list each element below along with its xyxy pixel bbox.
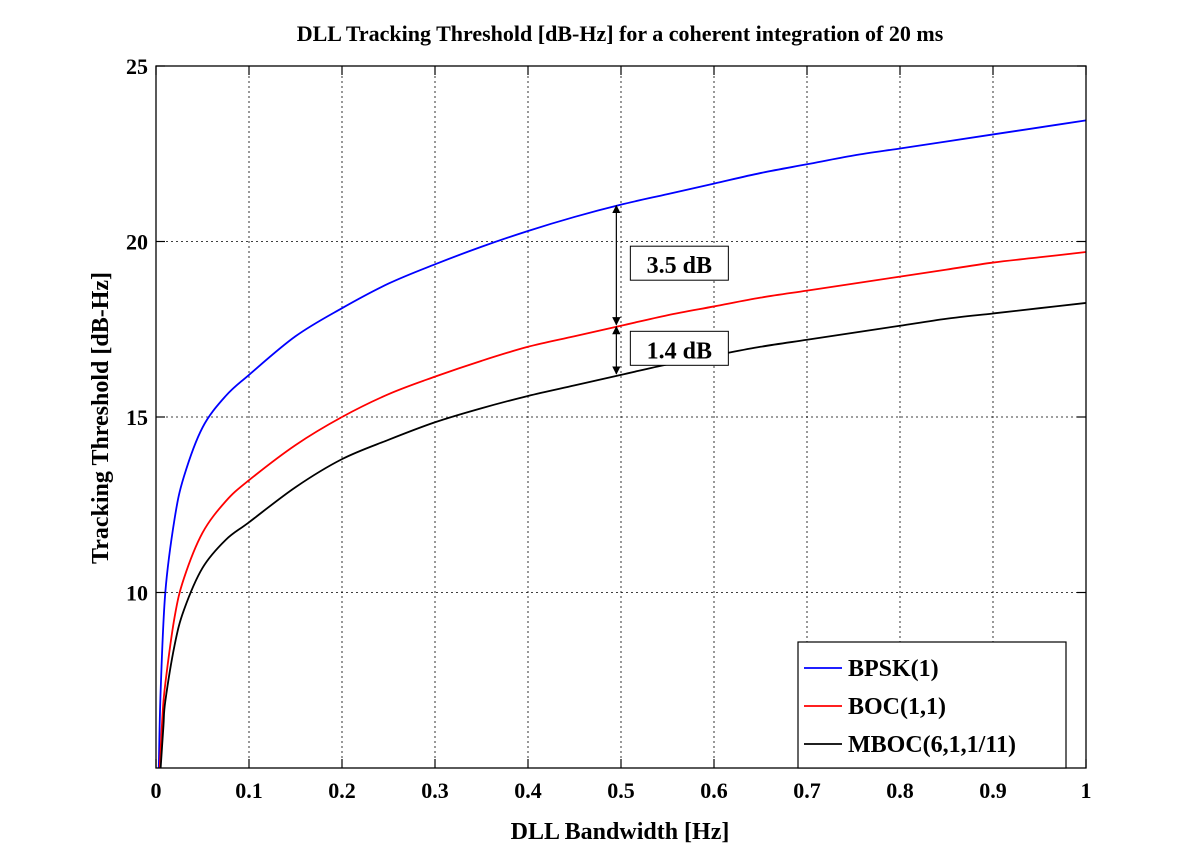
x-tick-label: 0.7 <box>793 778 821 803</box>
legend-label: BOC(1,1) <box>848 694 946 720</box>
series-line-bpsk-1 <box>157 119 1087 769</box>
annotation-label: 1.4 dB <box>647 338 712 364</box>
y-axis-label: Tracking Threshold [dB-Hz] <box>88 272 114 564</box>
legend-label: BPSK(1) <box>848 656 939 682</box>
x-tick-label: 1 <box>1081 778 1092 803</box>
x-axis-label: DLL Bandwidth [Hz] <box>511 819 730 845</box>
annotation-box <box>629 330 729 366</box>
series-line-boc-1-1 <box>158 251 1087 769</box>
x-tick-label: 0.2 <box>328 778 356 803</box>
x-tick-label: 0.9 <box>979 778 1007 803</box>
annotation-label: 3.5 dB <box>647 253 712 279</box>
series-line-mboc-6-1-1-11 <box>159 302 1087 769</box>
x-tick-label: 0 <box>151 778 162 803</box>
legend-label: MBOC(6,1,1/11) <box>848 732 1016 758</box>
x-tick-label: 0.3 <box>421 778 449 803</box>
x-tick-label: 0.4 <box>514 778 542 803</box>
annotation-box <box>629 245 729 281</box>
x-tick-label: 0.8 <box>886 778 914 803</box>
legend: BPSK(1) BOC(1,1) MBOC(6,1,1/11) <box>797 641 1067 769</box>
legend-box <box>797 641 1067 769</box>
chart-title: DLL Tracking Threshold [dB-Hz] for a coh… <box>297 21 944 46</box>
axis-ticks: 0 0.1 0.2 0.3 0.4 0.5 0.6 0.7 0.8 0.9 1 10 15 20 25 <box>126 54 1092 803</box>
x-tick-label: 0.6 <box>700 778 728 803</box>
x-tick-label: 0.1 <box>235 778 263 803</box>
y-tick-label: 10 <box>126 581 148 606</box>
series-lines <box>157 119 1087 769</box>
x-tick-label: 0.5 <box>607 778 635 803</box>
y-tick-label: 15 <box>126 405 148 430</box>
y-tick-label: 25 <box>126 54 148 79</box>
y-tick-label: 20 <box>126 230 148 255</box>
annotations: 3.5 dB 1.4 dB <box>612 204 729 375</box>
